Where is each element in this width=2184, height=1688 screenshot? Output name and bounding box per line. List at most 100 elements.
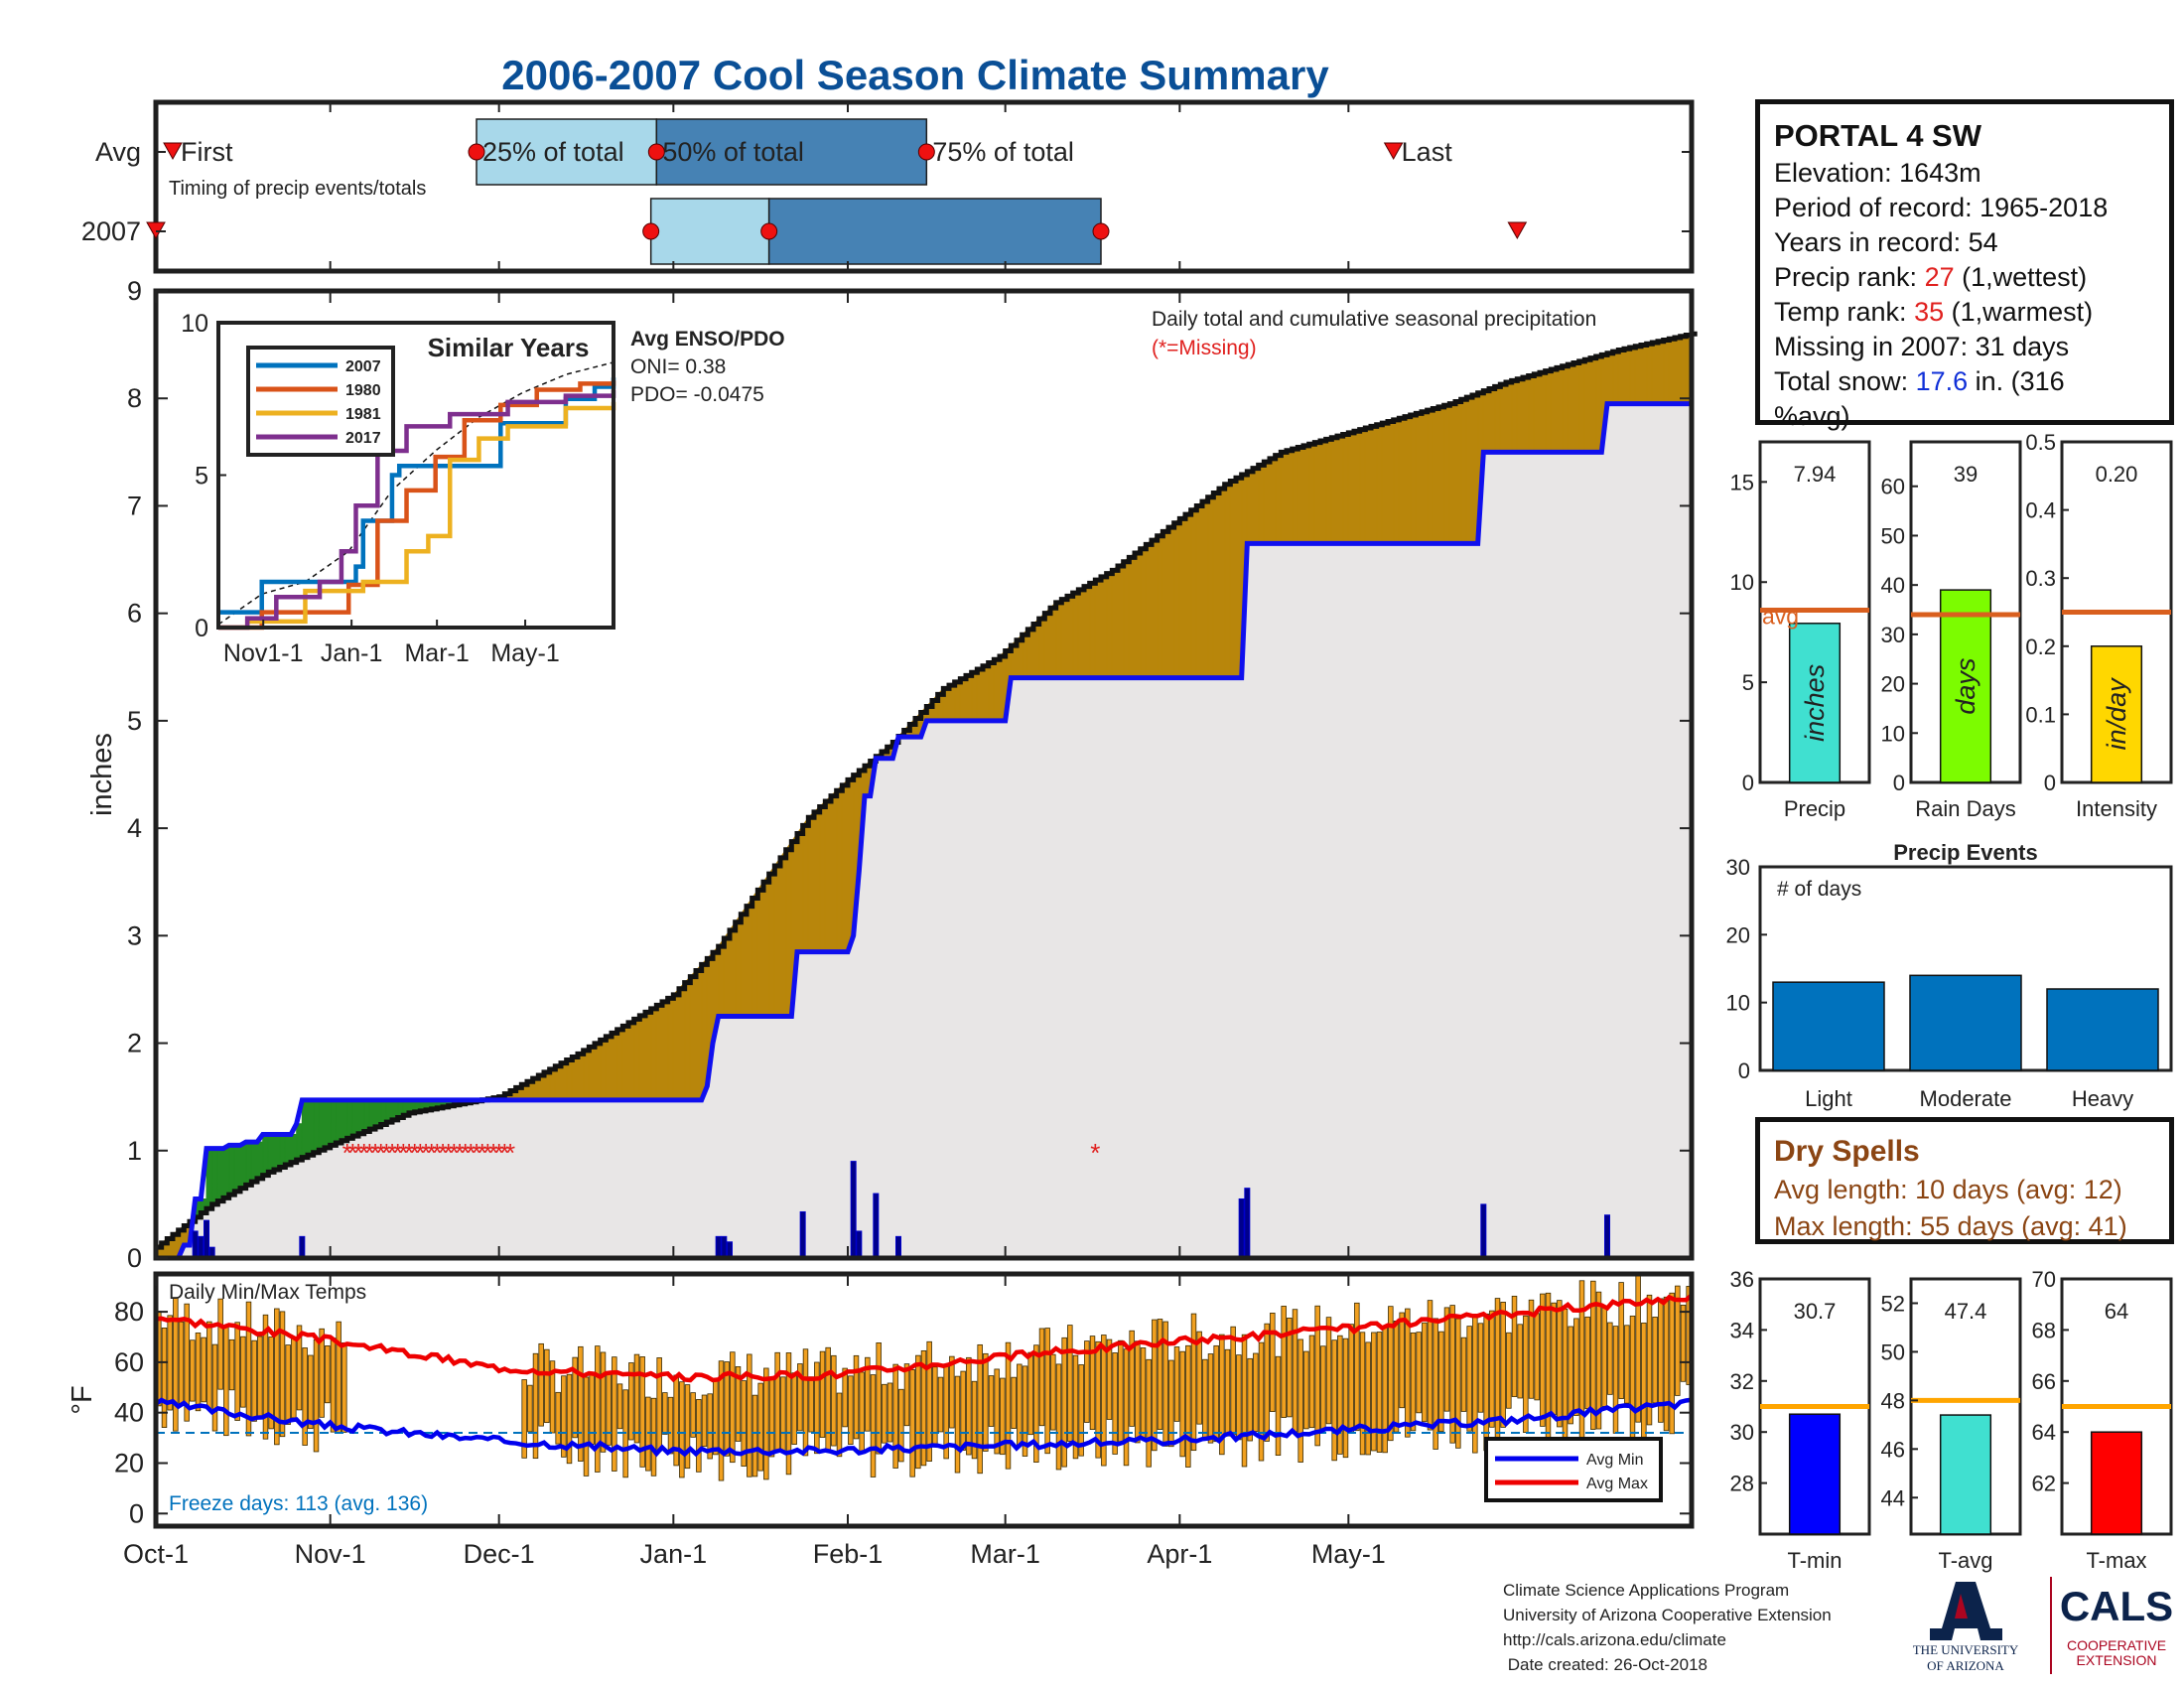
daily-temp-bar [1410, 1332, 1417, 1432]
daily-temp-bar [1641, 1322, 1647, 1438]
daily-temp-bar [262, 1314, 269, 1440]
events-title: Precip Events [1893, 840, 2038, 865]
inset-title: Similar Years [428, 333, 590, 362]
daily-temp-bar [1342, 1337, 1349, 1459]
daily-temp-bar [606, 1372, 612, 1446]
missing-marker-20: * [455, 1138, 465, 1168]
temp-frame [153, 1271, 1695, 1529]
precip-events-chart: Light Moderate Heavy 0 10 20 30 Precip Events # … [1726, 840, 2173, 1111]
main-ytick-label-2: 2 [127, 1029, 142, 1058]
temp-ytick-label-4: 80 [114, 1297, 144, 1327]
daily-temp-bar [684, 1384, 691, 1470]
cals-logo-line1: COOPERATIVE [2067, 1637, 2166, 1653]
daily-precip-bar-11 [873, 1193, 880, 1259]
daily-temp-bar [1152, 1319, 1158, 1452]
timing-label-25: 25% of total [482, 137, 624, 167]
daily-temp-bar [234, 1322, 240, 1421]
xtick-label-5: Mar-1 [970, 1539, 1040, 1569]
daily-temp-bar [578, 1345, 584, 1462]
timing-marker-avg-first [163, 142, 183, 161]
temperature-chart: 0 20 40 60 80 Oct-1 Nov-1 Dec-1 Jan-1 Feb-1 Mar-1 A… [67, 1271, 1695, 1569]
daily-temp-bar [1635, 1273, 1641, 1423]
timing-dot-avg-0 [468, 143, 485, 161]
daily-temp-bar [1325, 1317, 1332, 1425]
daily-precip-bar-1 [198, 1235, 205, 1259]
missing-marker-3: * [359, 1138, 369, 1168]
panel-value-precip: 7.94 [1794, 462, 1837, 487]
daily-temp-bar [325, 1344, 331, 1404]
panel-label-t-max: T-max [2086, 1548, 2146, 1573]
missing-marker-18: * [444, 1138, 454, 1168]
daily-temp-bar [690, 1392, 696, 1438]
daily-temp-bar [1652, 1317, 1658, 1404]
daily-temp-bar [650, 1397, 657, 1477]
daily-temp-bar [184, 1303, 190, 1422]
daily-temp-bar [780, 1376, 786, 1453]
daily-temp-bar [1078, 1364, 1084, 1457]
temp-legend-box [1484, 1437, 1663, 1502]
xtick-label-7: May-1 [1311, 1539, 1386, 1569]
footer-line2: University of Arizona Cooperative Extens… [1503, 1606, 1832, 1624]
daily-temp-bar [1551, 1302, 1557, 1416]
daily-temp-bar [673, 1374, 679, 1467]
daily-temp-bar [583, 1376, 590, 1477]
missing-marker-22: * [466, 1138, 476, 1168]
daily-temp-bar [696, 1399, 702, 1473]
timing-label-50: 50% of total [662, 137, 804, 167]
daily-temp-bar [521, 1379, 527, 1459]
dry-spells-title: Dry Spells [1774, 1135, 1920, 1168]
missing-marker-7: * [381, 1138, 391, 1168]
daily-temp-bar [853, 1354, 860, 1440]
panel-ytick-label-t-avg-2: 48 [1881, 1388, 1905, 1413]
timing-row-label-avg: Avg [95, 137, 141, 167]
daily-temp-bar [1506, 1332, 1512, 1409]
main-ytick-label-0: 0 [127, 1243, 142, 1273]
daily-temp-bar [898, 1388, 904, 1463]
daily-temp-bar [747, 1353, 752, 1477]
timing-box-50-75-avg [655, 118, 928, 186]
panel-bar-text-precip: inches [1800, 664, 1830, 742]
temp-ytick-label-3: 60 [114, 1347, 144, 1377]
daily-temp-bar [1308, 1335, 1315, 1429]
events-ytick-label-0: 0 [1738, 1058, 1750, 1083]
similar-years-inset: 0 5 10 Nov1-1 Jan-1 Mar-1 May-1 Similar Years 20… [181, 310, 784, 667]
daily-temp-bar [1449, 1305, 1455, 1444]
dry-spells-box: Dry Spells Avg length: 10 days (avg: 12)… [1755, 1117, 2174, 1244]
daily-temp-bar [1033, 1344, 1039, 1463]
daily-precip-bar-16 [1604, 1214, 1610, 1259]
panel-bar-t-min [1788, 1413, 1842, 1535]
inset-ytick-label-1: 5 [195, 463, 208, 491]
daily-temp-bar [178, 1321, 185, 1404]
missing-marker-28: * [499, 1138, 509, 1168]
daily-temp-bar [285, 1344, 291, 1425]
daily-temp-bar [1477, 1323, 1484, 1413]
daily-temp-bar [1314, 1305, 1320, 1447]
xtick-label-3: Jan-1 [640, 1539, 708, 1569]
daily-temp-bar [313, 1339, 320, 1453]
missing-marker-25: * [482, 1138, 492, 1168]
avg-max-line [155, 1293, 1694, 1383]
missing-marker-23: * [472, 1138, 481, 1168]
timing-panel: Avg 2007 Timing of precip events/totals Fir… [81, 99, 1695, 274]
daily-temp-bar [1489, 1310, 1495, 1428]
missing-marker-8: * [387, 1138, 397, 1168]
daily-temp-bar [887, 1382, 893, 1443]
panel-ytick-label-t-min-0: 28 [1730, 1472, 1754, 1496]
panel-value-t-min: 30.7 [1794, 1299, 1837, 1324]
daily-precip-bar-15 [1480, 1203, 1487, 1259]
temp-bar-charts: 28 30 32 34 36 30.7 T-min 44 46 48 50 52 47.4 T-avg 62… [1730, 1267, 2173, 1573]
panel-bar-rain-days [1939, 589, 1992, 783]
daily-temp-bar [1393, 1321, 1400, 1433]
missing-marker-17: * [438, 1138, 448, 1168]
temp-ytick-label-2: 40 [114, 1398, 144, 1428]
daily-temp-bar [1287, 1317, 1293, 1418]
daily-temp-bar [1219, 1334, 1225, 1456]
daily-temp-bar [937, 1376, 944, 1433]
daily-temp-bar [865, 1356, 871, 1432]
timing-frame [153, 99, 1695, 274]
daily-temp-bar [892, 1363, 898, 1469]
ua-logo-line2: OF ARIZONA [1927, 1658, 2004, 1673]
timing-marker-avg-last [1383, 142, 1404, 161]
timing-dot-avg-1 [647, 143, 665, 161]
